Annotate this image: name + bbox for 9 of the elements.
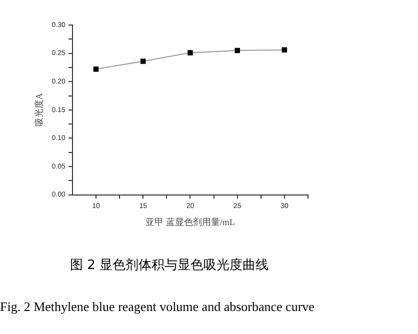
caption: Fig. 2 Methylene blue reagent volume and absorbance curve	[0, 299, 314, 315]
y-axis-title: 吸光度A	[34, 92, 44, 127]
point	[140, 58, 146, 64]
point	[282, 47, 288, 53]
x-axis-title: 亚甲 蓝显色剂用量/mL	[146, 216, 235, 227]
point	[93, 66, 99, 72]
point	[234, 48, 240, 54]
text: 图 2 显色剂体积与显色吸光度曲线	[70, 257, 269, 274]
point	[188, 50, 193, 56]
